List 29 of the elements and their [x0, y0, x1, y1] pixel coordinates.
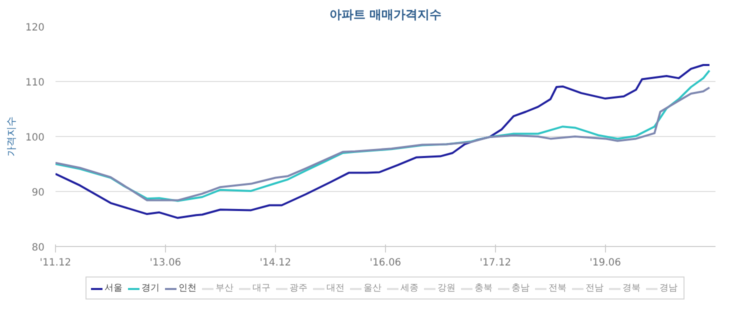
legend-label: 광주	[290, 282, 308, 294]
legend-label: 서울	[104, 282, 124, 294]
x-tick-label: '17.12	[480, 258, 512, 268]
legend-label: 전남	[586, 282, 604, 294]
y-tick-label: 110	[25, 78, 45, 88]
legend-label: 경기	[142, 282, 160, 294]
legend-label: 부산	[216, 282, 234, 294]
legend-label: 대전	[326, 282, 346, 294]
x-tick-label: '11.12	[40, 258, 72, 268]
legend-label: 경남	[660, 282, 678, 294]
legend-label: 전북	[548, 282, 568, 294]
y-axis-title: 가격지수	[6, 116, 18, 156]
y-tick-label: 80	[32, 242, 45, 254]
legend-label: 인천	[178, 282, 198, 294]
legend-label: 대구	[252, 282, 272, 294]
y-tick-label: 120	[25, 22, 45, 34]
y-tick-label: 90	[32, 188, 45, 198]
x-tick-label: '13.06	[150, 258, 182, 268]
x-tick-label: '19.06	[590, 258, 621, 268]
x-tick-label: '14.12	[260, 258, 292, 268]
legend-label: 경북	[622, 282, 642, 294]
legend-label: 울산	[364, 282, 382, 294]
legend-label: 충남	[512, 282, 530, 294]
chart-title: 아파트 매매가격지수	[329, 8, 442, 22]
legend-label: 세종	[400, 282, 420, 294]
legend-label: 강원	[438, 282, 456, 294]
y-tick-label: 100	[25, 132, 45, 144]
legend-label: 충북	[474, 282, 494, 294]
x-tick-label: '16.06	[370, 258, 402, 268]
